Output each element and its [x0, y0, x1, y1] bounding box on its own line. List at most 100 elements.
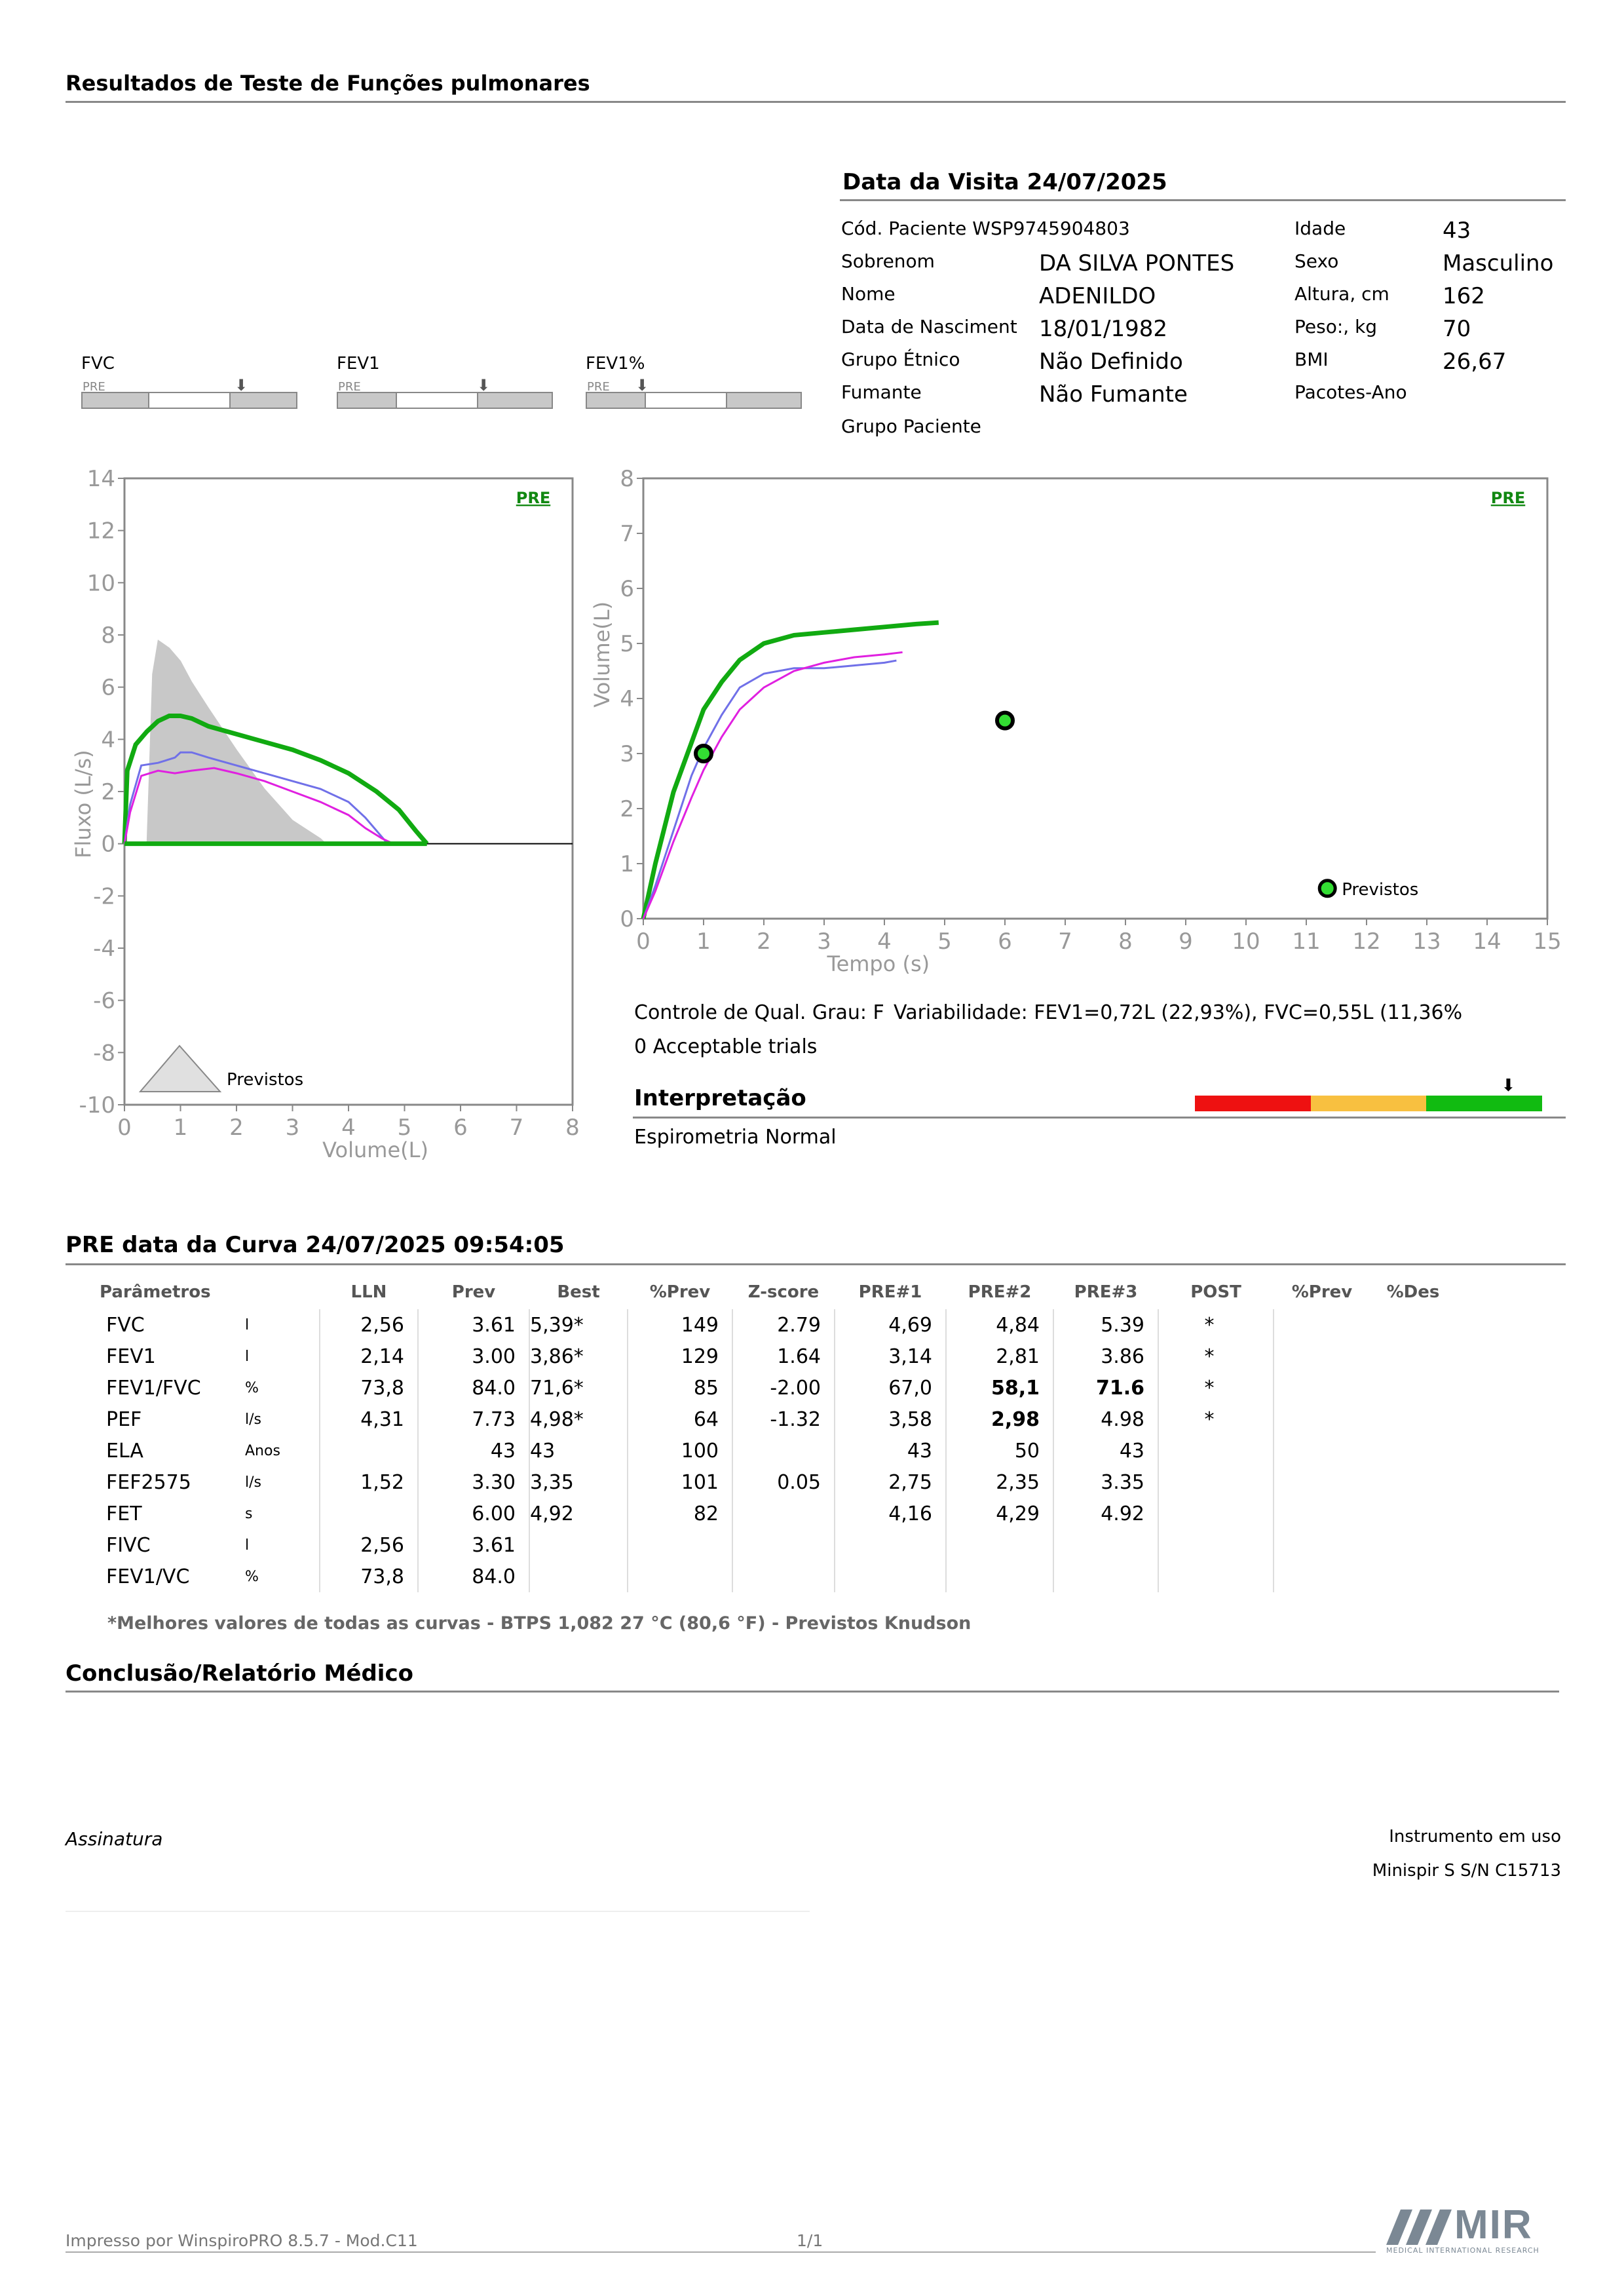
table-cell: 101: [627, 1466, 732, 1498]
x-tick-label: 15: [1533, 928, 1561, 955]
table-cell: [1273, 1435, 1370, 1466]
instrument-label: Instrumento em uso: [1389, 1827, 1561, 1846]
x-tick-label: 5: [937, 928, 952, 955]
table-cell: [627, 1529, 732, 1561]
page-number: 1/1: [797, 2231, 823, 2250]
y-tick-label: -6: [93, 988, 115, 1014]
table-cell: 43: [1053, 1435, 1158, 1466]
mini-bar-fev1pct: [586, 392, 802, 409]
table-cell: [1053, 1561, 1158, 1592]
ethnic-value: Não Definido: [1039, 349, 1183, 375]
sex-label: Sexo: [1294, 250, 1339, 272]
x-tick-label: 12: [1352, 928, 1380, 955]
column-header: PRE#3: [1074, 1282, 1138, 1302]
visit-date-title: Data da Visita 24/07/2025: [842, 169, 1167, 195]
pre-badge: PRE: [516, 489, 550, 507]
table-cell: 67,0: [834, 1372, 946, 1404]
table-row: FEV1 l 2,14 3.00 3,86* 129 1.64 3,14 2,81 3.86 *: [100, 1341, 1456, 1372]
table-cell: 3.61: [417, 1529, 529, 1561]
y-tick-label: -8: [93, 1040, 115, 1066]
signature-label: Assinatura: [66, 1828, 163, 1850]
flow-volume-series-3: [123, 767, 394, 845]
y-axis-label: Volume(L): [590, 602, 614, 708]
table-cell: FEF2575: [106, 1470, 191, 1494]
table-cell: l: [245, 1537, 250, 1554]
table-cell: 2,56: [319, 1309, 418, 1341]
age-label: Idade: [1294, 218, 1346, 239]
printed-by: Impresso por WinspiroPRO 8.5.7 - Mod.C11: [66, 2231, 418, 2250]
table-cell: [732, 1529, 835, 1561]
table-cell: 73,8: [319, 1561, 418, 1592]
table-cell: 3.61: [417, 1309, 529, 1341]
table-cell: [1370, 1498, 1456, 1529]
table-cell: -2.00: [732, 1372, 835, 1404]
table-cell: 50: [945, 1435, 1053, 1466]
scale-orange: [1310, 1096, 1427, 1111]
y-tick-label: 10: [87, 570, 115, 596]
conclusion-divider: [66, 1691, 1559, 1693]
curve-date-title: PRE data da Curva 24/07/2025 09:54:05: [66, 1232, 565, 1258]
table-cell: 58,1: [945, 1372, 1053, 1404]
mini-bar-fvc-pre: PRE: [83, 380, 105, 394]
table-cell: %: [245, 1568, 259, 1585]
scale-green: [1426, 1096, 1543, 1111]
x-tick-label: 14: [1473, 928, 1501, 955]
results-table: Parâmetros LLN Prev Best %Prev Z-score PRE#1 PR…: [100, 1275, 1456, 1592]
column-header: POST: [1190, 1282, 1241, 1302]
column-header: [245, 1275, 320, 1309]
x-tick-label: 9: [1179, 928, 1193, 955]
table-cell: Anos: [245, 1442, 280, 1459]
column-header: %Prev: [1291, 1282, 1353, 1302]
y-tick-label: 1: [620, 851, 634, 877]
acceptable-trials: 0 Acceptable trials: [634, 1035, 818, 1058]
mini-bar-fev1-label: FEV1: [337, 354, 380, 373]
header-divider: [66, 101, 1566, 103]
ethnic-label: Grupo Étnico: [841, 349, 960, 370]
table-footnote: *Melhores valores de todas as curvas - B…: [107, 1613, 972, 1634]
table-cell: 3.35: [1053, 1466, 1158, 1498]
table-cell: [1273, 1309, 1370, 1341]
table-cell: ELA: [106, 1439, 143, 1463]
table-cell: [1370, 1466, 1456, 1498]
table-cell: *: [1158, 1372, 1274, 1404]
table-cell: 64: [627, 1404, 732, 1435]
x-tick-label: 0: [117, 1115, 132, 1141]
interpretation-text: Espirometria Normal: [634, 1126, 837, 1149]
table-cell: 1,52: [319, 1466, 418, 1498]
legend-predicted-swatch: [138, 1044, 222, 1092]
table-cell: *: [1158, 1341, 1274, 1372]
table-cell: 43: [417, 1435, 529, 1466]
y-tick-label: 6: [620, 576, 634, 602]
table-cell: 3,14: [834, 1341, 946, 1372]
table-cell: [1158, 1466, 1274, 1498]
table-cell: 71.6: [1053, 1372, 1158, 1404]
table-cell: [319, 1498, 418, 1529]
table-cell: FIVC: [106, 1533, 151, 1557]
y-tick-label: 5: [620, 631, 634, 657]
x-tick-label: 1: [174, 1115, 188, 1141]
x-tick-label: 4: [341, 1115, 356, 1141]
smoker-label: Fumante: [841, 381, 922, 403]
x-tick-label: 7: [1058, 928, 1072, 955]
table-cell: 6.00: [417, 1498, 529, 1529]
table-cell: [1273, 1561, 1370, 1592]
table-cell: [1273, 1372, 1370, 1404]
flow-volume-series-1: [122, 713, 429, 845]
y-tick-label: 2: [620, 796, 634, 822]
name-value: ADENILDO: [1039, 283, 1156, 309]
interpretation-scale: [1195, 1096, 1543, 1111]
mini-bar-fev1-pre: PRE: [338, 380, 361, 394]
table-row: PEF l/s 4,31 7.73 4,98* 64 -1.32 3,58 2,98 4.98 *: [100, 1404, 1456, 1435]
surname-label: Sobrenom: [841, 250, 935, 272]
volume-time-series-1: [642, 659, 897, 919]
footer-divider: [66, 2251, 1376, 2253]
column-header: PRE#2: [968, 1282, 1032, 1302]
y-tick-label: 8: [620, 466, 634, 492]
column-header: %Des: [1386, 1282, 1440, 1302]
table-cell: [732, 1435, 835, 1466]
conclusion-title: Conclusão/Relatório Médico: [66, 1660, 413, 1687]
mir-logo: MIR: [1386, 2202, 1562, 2248]
table-cell: 2,81: [945, 1341, 1053, 1372]
table-cell: FEV1/VC: [106, 1565, 190, 1588]
bmi-value: 26,67: [1443, 349, 1507, 375]
